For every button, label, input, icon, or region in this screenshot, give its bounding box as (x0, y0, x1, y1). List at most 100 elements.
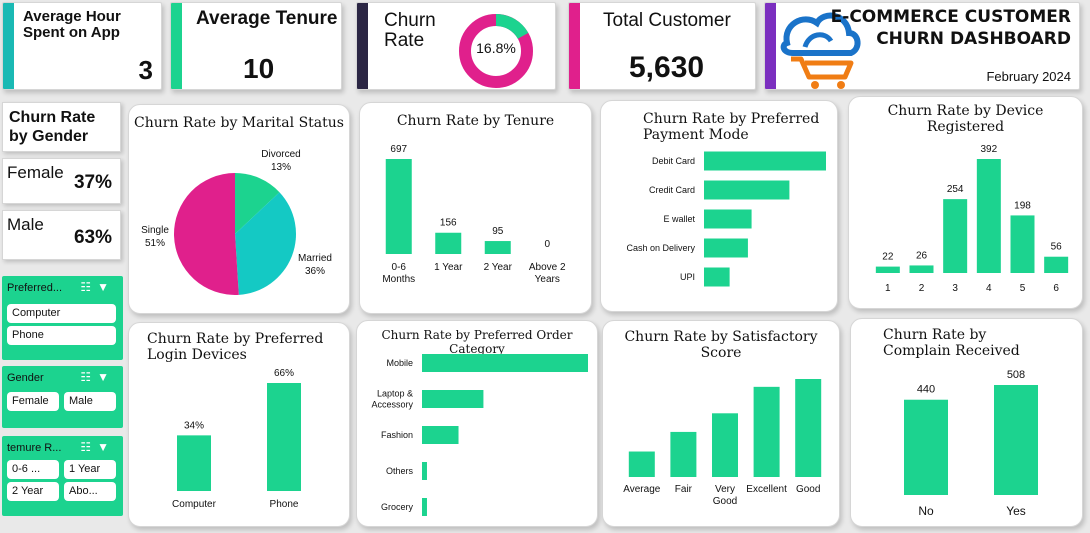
chart-title: Churn Rate by Device Registered (887, 103, 1044, 136)
chart-payment-mode: Churn Rate by Preferred Payment Mode Deb… (600, 100, 838, 312)
category-label: E wallet (663, 214, 695, 224)
gender-male-label: Male (7, 215, 44, 234)
multi-select-icon[interactable]: ☷ (80, 440, 98, 454)
category-label: 3 (952, 283, 958, 294)
kpi-total-customer-title: Total Customer (603, 10, 731, 31)
device-bars: 22 1 26 2 254 3 392 4 198 5 56 6 (875, 144, 1069, 294)
kpi-total-customer: Total Customer 5,630 (568, 2, 756, 90)
kpi-avg-tenure-title: Average Tenure (196, 8, 338, 29)
bar (422, 426, 459, 444)
data-label: 697 (390, 144, 407, 155)
slicer-item-female[interactable]: Female (7, 392, 59, 411)
bar (628, 451, 655, 477)
gender-title: Churn Rate by Gender (9, 109, 96, 146)
kpi-churn-rate: Churn Rate 16.8% (356, 2, 556, 90)
slicer-preferred-login: Preferred... ☷▼ Computer Phone (2, 276, 123, 360)
bar (422, 462, 427, 480)
bar (267, 383, 301, 491)
category-label: Years (535, 274, 560, 285)
category-label: Months (382, 274, 415, 285)
slicer-tenure: temure R... ☷▼ 0-6 ... 1 Year 2 Year Abo… (2, 436, 123, 516)
category-label: Credit Card (649, 185, 695, 195)
pie-slice-divorced (235, 173, 280, 234)
pie-pct: 51% (145, 238, 165, 249)
ring-fill (459, 14, 533, 88)
pie-label: Single (141, 225, 169, 236)
slicer-item-computer[interactable]: Computer (7, 304, 116, 323)
bar (385, 159, 412, 254)
bar (704, 151, 826, 171)
kpi-accent-bar (357, 3, 368, 89)
bar (994, 385, 1038, 495)
chart-title: Churn Rate by Satisfactory Score (624, 329, 818, 362)
slicer-item-1-year[interactable]: 1 Year (64, 460, 116, 479)
data-label: 95 (492, 226, 504, 237)
chart-title: Churn Rate by Tenure (396, 113, 555, 129)
slicer-preferred-title: Preferred... (7, 282, 63, 294)
churn-rate-ring (459, 14, 533, 88)
data-label: 254 (947, 184, 964, 195)
category-label: 0-6 (392, 262, 407, 273)
gender-male-value: 63% (73, 227, 112, 248)
kpi-total-customer-value: 5,630 (629, 51, 705, 84)
chart-device-registered: Churn Rate by Device Registered 22 1 26 2 25… (848, 96, 1083, 309)
category-label: 6 (1053, 283, 1059, 294)
category-label: Good (713, 496, 737, 507)
category-label: Fair (675, 484, 693, 495)
kpi-accent-bar (569, 3, 580, 89)
category-label: 5 (1020, 283, 1026, 294)
slicer-item-phone[interactable]: Phone (7, 326, 116, 345)
category-label: Excellent (746, 484, 787, 495)
category-label: Mobile (386, 358, 413, 368)
slicer-tenure-title: temure R... (7, 442, 62, 454)
dashboard-header: E-COMMERCE CUSTOMER CHURN DASHBOARD Febr… (764, 2, 1080, 90)
slicer-gender: Gender ☷▼ Female Male (2, 366, 123, 428)
bar (976, 159, 1001, 273)
data-label: 56 (1051, 242, 1063, 253)
bar (904, 399, 948, 495)
clear-filter-icon[interactable]: ▼ (97, 280, 115, 294)
multi-select-icon[interactable]: ☷ (80, 280, 98, 294)
header-title-line1: E-COMMERCE CUSTOMER (830, 7, 1071, 27)
pie-slice-single (173, 173, 239, 295)
category-label: 2 (919, 283, 925, 294)
clear-filter-icon[interactable]: ▼ (97, 370, 115, 384)
data-label: 22 (882, 252, 894, 263)
chart-login-devices: Churn Rate by Preferred Login Devices 34… (128, 322, 350, 527)
slicer-item-male[interactable]: Male (64, 392, 116, 411)
clear-filter-icon[interactable]: ▼ (97, 440, 115, 454)
bar (422, 390, 484, 408)
bar (704, 209, 752, 229)
pie-label: Married (298, 253, 332, 264)
kpi-accent-bar (171, 3, 182, 89)
login-bars: 34% Computer 66% Phone (172, 368, 301, 510)
order-bars: Mobile Laptop &Accessory Fashion Others Groc… (371, 354, 588, 516)
kpi-churn-rate-value: 16.8% (476, 40, 516, 56)
header-accent-bar (765, 3, 776, 89)
chart-satisfaction-score: Churn Rate by Satisfactory Score Average… (602, 320, 840, 527)
category-label: Above 2 (529, 262, 566, 273)
pie-slice-married (235, 192, 296, 295)
payment-bars: Debit Card Credit Card E wallet Cash on Del… (626, 151, 826, 287)
category-label: 1 (885, 283, 891, 294)
category-label: Laptop & (377, 389, 413, 399)
slicer-item-0-6[interactable]: 0-6 ... (7, 460, 59, 479)
data-label: 0 (544, 239, 550, 250)
data-label: 508 (1007, 369, 1025, 381)
kpi-accent-bar (3, 3, 14, 89)
multi-select-icon[interactable]: ☷ (80, 370, 98, 384)
category-label: Cash on Delivery (626, 243, 695, 253)
slicer-item-above[interactable]: Abo... (64, 482, 116, 501)
bar (875, 266, 900, 273)
category-label: 4 (986, 283, 992, 294)
slicer-item-2-year[interactable]: 2 Year (7, 482, 59, 501)
bar (909, 265, 934, 273)
bar (704, 238, 748, 258)
category-label: Good (796, 484, 820, 495)
marital-pie: Divorced 13% Married 36% Single 51% (141, 149, 332, 295)
category-label: Computer (172, 499, 217, 510)
category-label: Phone (270, 499, 299, 510)
gender-female-value: 37% (73, 172, 112, 193)
header-date: February 2024 (986, 69, 1071, 84)
